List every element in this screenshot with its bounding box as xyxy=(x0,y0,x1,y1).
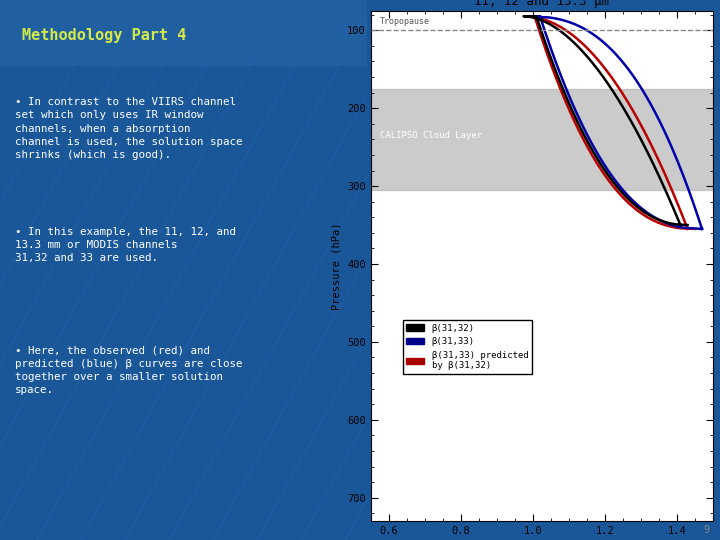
Y-axis label: Pressure (hPa): Pressure (hPa) xyxy=(332,222,341,310)
Text: • In this example, the 11, 12, and
13.3 mm or MODIS channels
31,32 and 33 are us: • In this example, the 11, 12, and 13.3 … xyxy=(14,227,235,263)
Text: • In contrast to the VIIRS channel
set which only uses IR window
channels, when : • In contrast to the VIIRS channel set w… xyxy=(14,97,242,160)
Bar xyxy=(0,0,367,65)
Bar xyxy=(371,89,713,190)
Text: • Here, the observed (red) and
predicted (blue) β curves are close
together over: • Here, the observed (red) and predicted… xyxy=(14,346,242,395)
Legend: β(31,32), β(31,33), β(31,33) predicted
by β(31,32): β(31,32), β(31,33), β(31,33) predicted b… xyxy=(402,320,532,374)
Text: Tropopause: Tropopause xyxy=(380,17,430,26)
Text: 9: 9 xyxy=(703,524,709,535)
Text: Methodology Part 4: Methodology Part 4 xyxy=(22,28,186,43)
Title: 11, 12 and 13.3 μm: 11, 12 and 13.3 μm xyxy=(474,0,609,8)
Text: CALIPSO Cloud Layer: CALIPSO Cloud Layer xyxy=(380,131,482,140)
